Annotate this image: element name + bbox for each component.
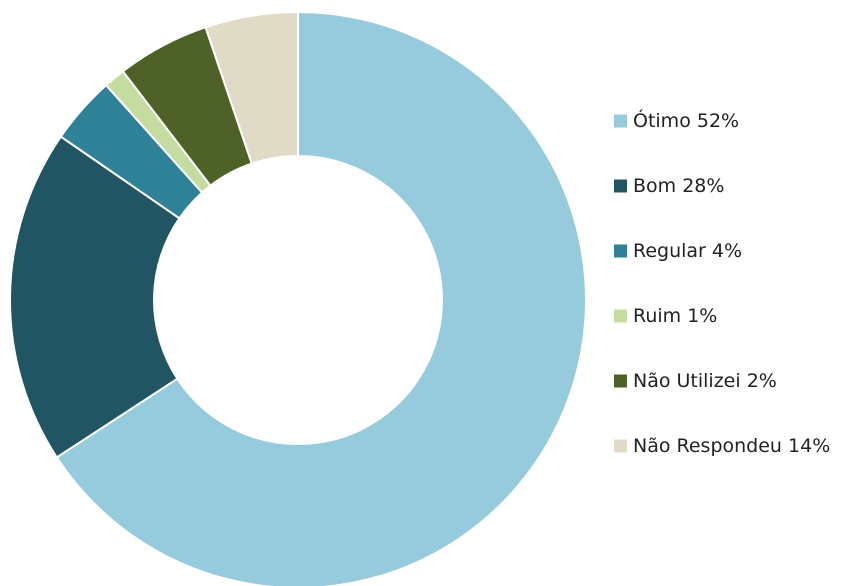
legend-item: Regular 4% [614, 240, 742, 262]
legend-label: Não Utilizei 2% [633, 370, 777, 392]
donut-slice-5 [204, 10, 299, 165]
legend-swatch [614, 179, 627, 193]
legend-item: Bom 28% [614, 175, 724, 197]
legend-item: Ótimo 52% [614, 108, 739, 132]
legend-label: Bom 28% [633, 175, 724, 197]
donut-slice-1 [9, 135, 181, 459]
legend-label: Regular 4% [633, 240, 742, 262]
legend-label: Ruim 1% [633, 305, 717, 327]
legend-swatch [614, 244, 627, 258]
legend-label: Não Respondeu 14% [633, 435, 830, 457]
chart-legend: Ótimo 52% Bom 28% Regular 4% Ruim 1% Não Uti… [614, 108, 830, 457]
legend-item: Não Utilizei 2% [614, 370, 777, 392]
legend-swatch [614, 309, 627, 323]
donut-slice-0 [55, 10, 587, 586]
donut-slices [9, 10, 587, 586]
legend-item: Não Respondeu 14% [614, 435, 830, 457]
legend-swatch [614, 114, 627, 128]
legend-item: Ruim 1% [614, 305, 717, 327]
legend-swatch [614, 374, 627, 388]
legend-label: Ótimo 52% [633, 108, 739, 132]
legend-swatch [614, 439, 627, 453]
